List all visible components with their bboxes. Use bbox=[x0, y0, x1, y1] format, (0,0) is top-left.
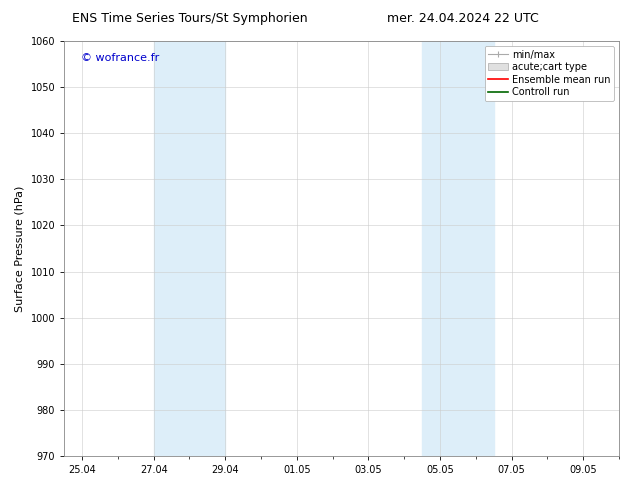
Text: © wofrance.fr: © wofrance.fr bbox=[81, 53, 159, 64]
Bar bbox=[153, 41, 225, 456]
Y-axis label: Surface Pressure (hPa): Surface Pressure (hPa) bbox=[15, 185, 25, 312]
Text: ENS Time Series Tours/St Symphorien: ENS Time Series Tours/St Symphorien bbox=[72, 12, 308, 25]
Bar bbox=[422, 41, 494, 456]
Text: mer. 24.04.2024 22 UTC: mer. 24.04.2024 22 UTC bbox=[387, 12, 539, 25]
Legend: min/max, acute;cart type, Ensemble mean run, Controll run: min/max, acute;cart type, Ensemble mean … bbox=[484, 46, 614, 101]
